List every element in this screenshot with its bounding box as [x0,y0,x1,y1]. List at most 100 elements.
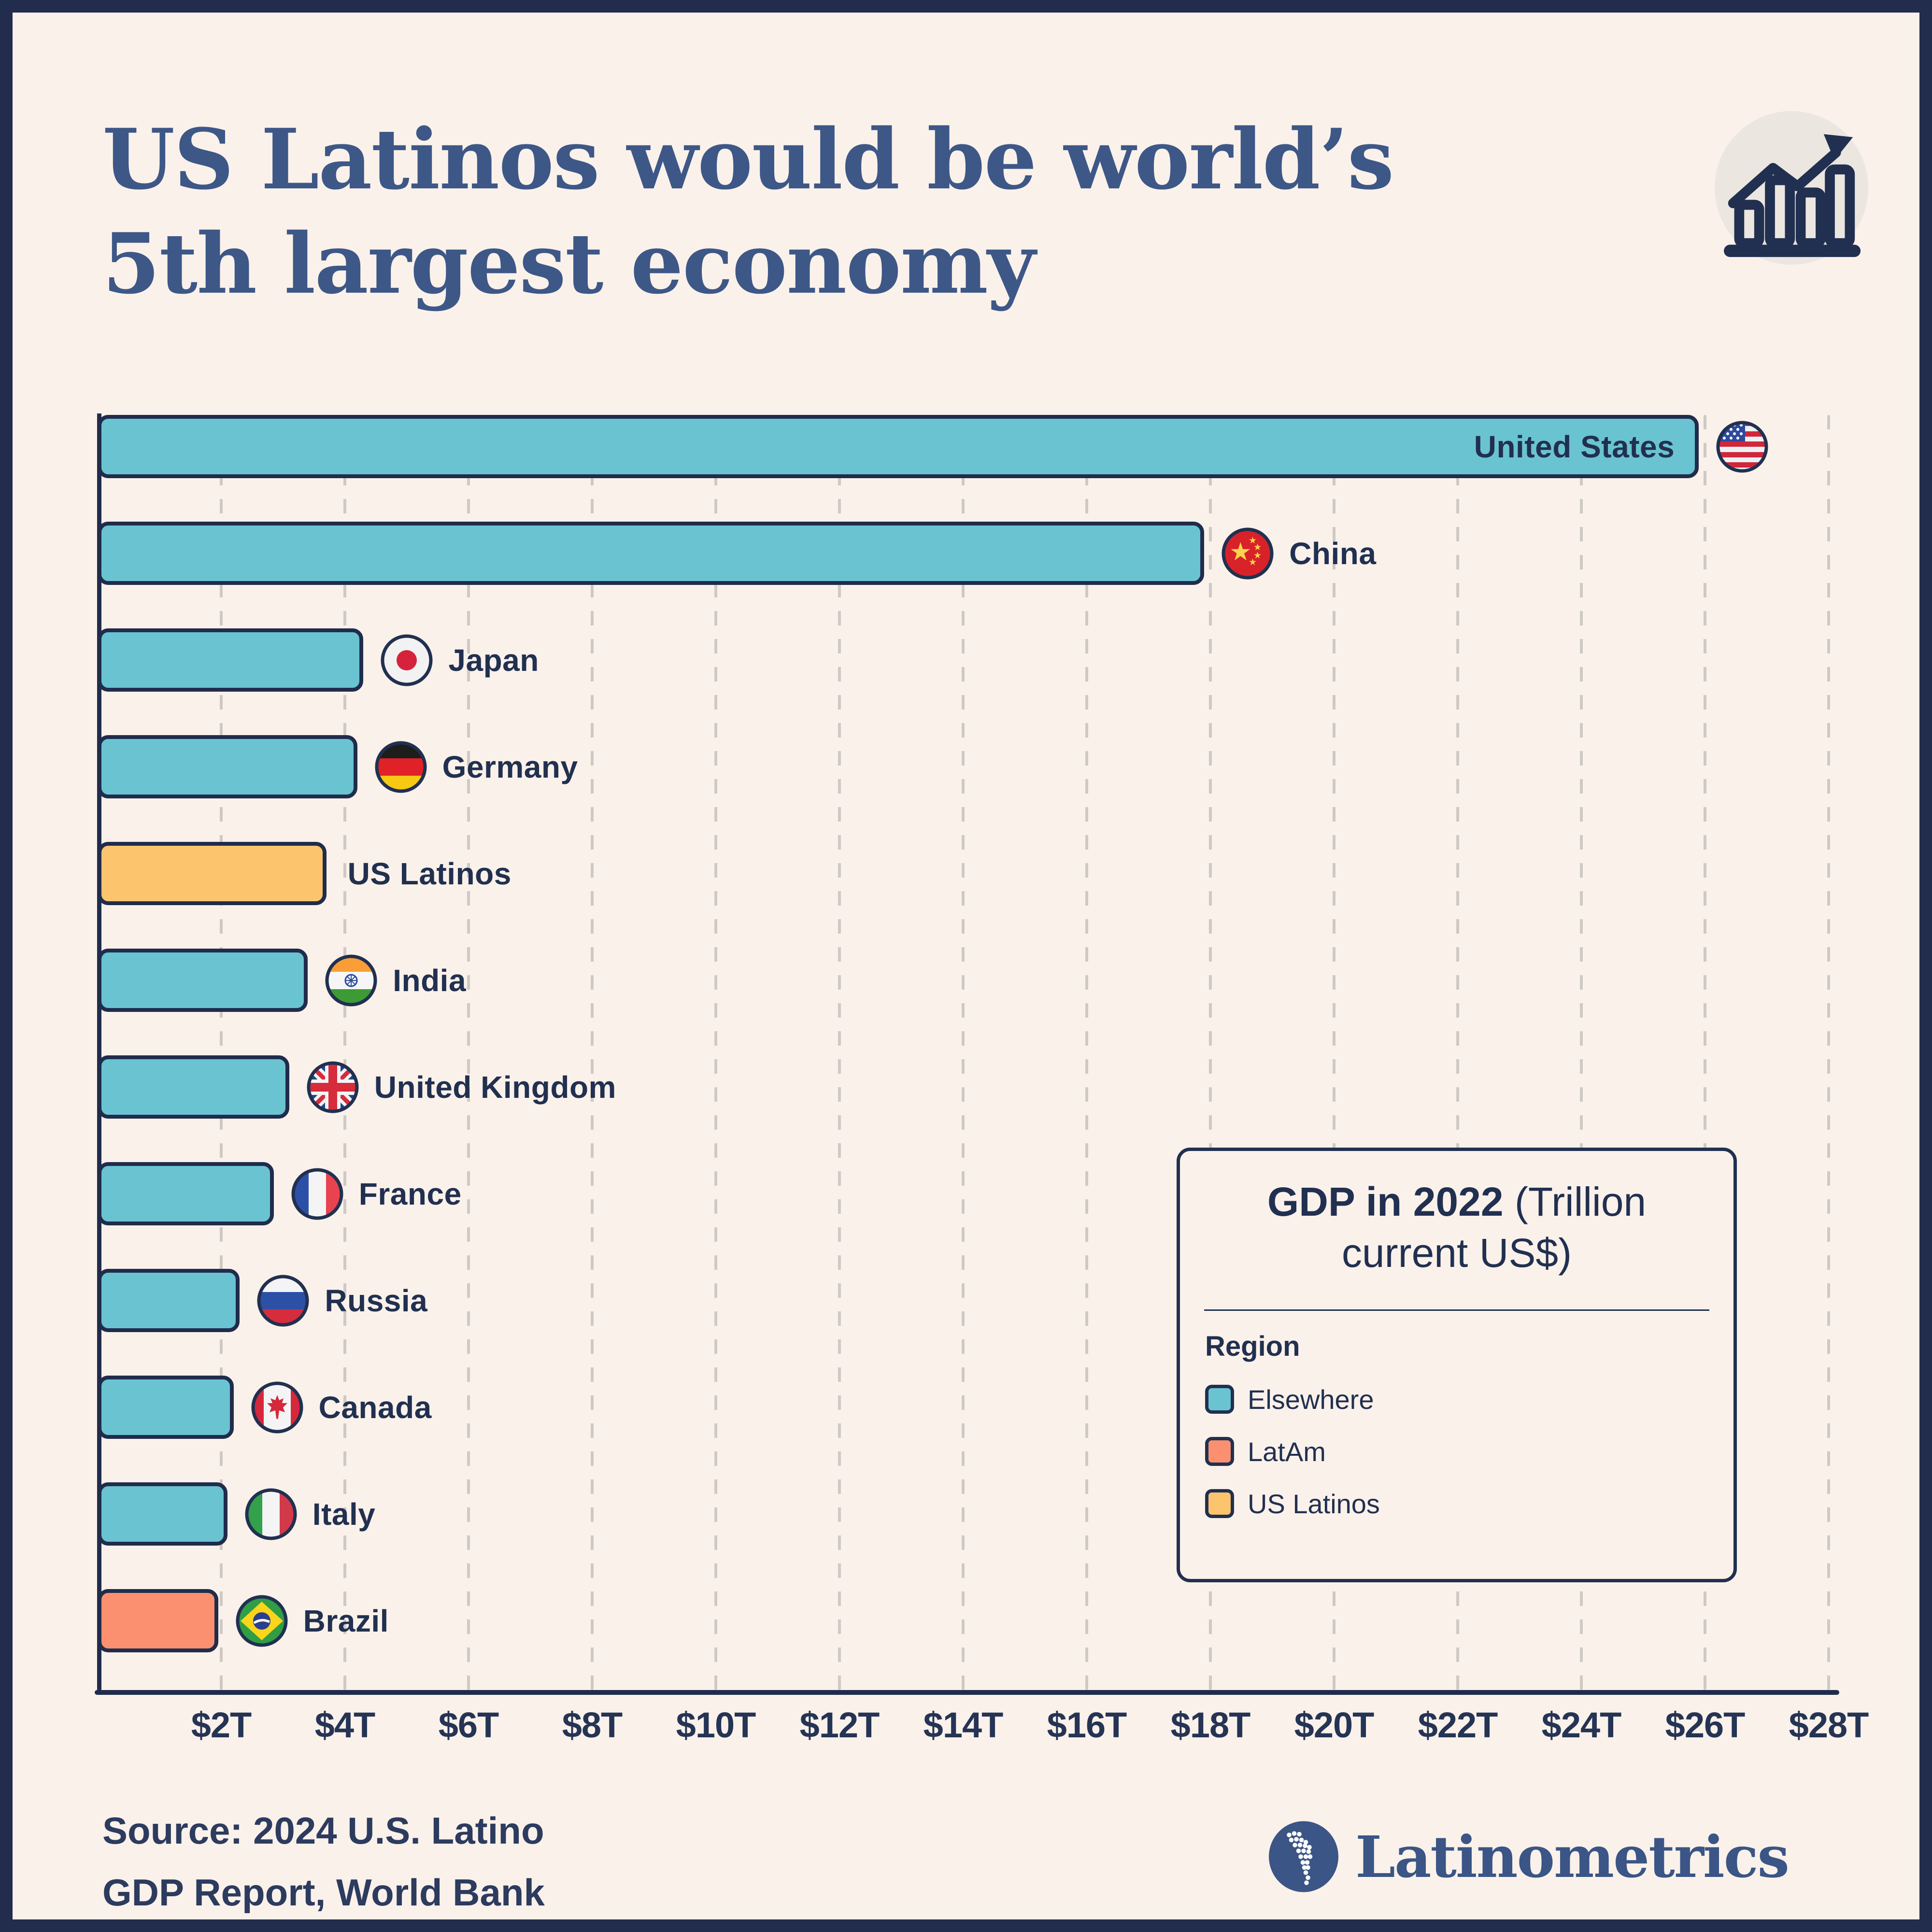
latinometrics-logo: Latinometrics [1267,1820,1790,1893]
country-label-canada: Canada [318,1390,432,1425]
latam-swatch [1205,1437,1234,1466]
bar-row-united-states: United States [98,415,1829,478]
gridline-$22T [1456,415,1459,1690]
legend-title-rest: (Trillion current US$) [1341,1179,1647,1276]
bar-row-canada: Canada [98,1376,1829,1439]
gdp-bar-russia [98,1269,240,1332]
bar-row-france: France [98,1162,1829,1225]
country-label-china: China [1289,536,1377,571]
y-axis-line [97,413,101,1695]
legend-item-label: Elsewhere [1248,1384,1374,1415]
title-line-2: 5th largest economy [102,214,1036,313]
trend-chart-glyph [1724,134,1861,257]
bar-row-germany: Germany [98,735,1829,798]
x-axis-tick-label: $26T [1665,1705,1746,1745]
svg-text:★: ★ [1229,538,1252,567]
x-axis-tick-label: $24T [1541,1705,1622,1745]
russia-flag-icon [257,1275,309,1327]
gridline-$24T [1580,415,1583,1690]
gridline-$16T [1085,415,1088,1690]
brazil-flag-icon [236,1595,288,1647]
gdp-bar-india [98,949,308,1012]
china-flag-icon: ★ ★ ★ ★ ★ [1222,527,1274,580]
gridline-$8T [591,415,594,1690]
x-axis-tick-label: $28T [1789,1705,1869,1745]
x-axis-tick-label: $6T [438,1705,499,1745]
legend-title: GDP in 2022 (Trillion current US$) [1204,1176,1709,1279]
x-axis-line [95,1690,1839,1695]
legend-item-us-latinos: US Latinos [1205,1488,1709,1519]
elsewhere-swatch [1205,1385,1234,1414]
germany-flag-icon [375,741,427,793]
gdp-bar-germany [98,735,357,798]
gridline-$12T [838,415,841,1690]
bar-row-brazil: Brazil [98,1589,1829,1652]
legend: GDP in 2022 (Trillion current US$) Regio… [1177,1148,1737,1582]
gridline-$4T [343,415,346,1690]
gdp-bar-united-kingdom [98,1055,289,1119]
country-label-germany: Germany [442,749,578,784]
gdp-bar-us-latinos [98,842,327,905]
bar-row-italy: Italy [98,1482,1829,1546]
x-axis-tick-label: $4T [314,1705,376,1745]
legend-item-latam: LatAm [1205,1436,1709,1467]
x-axis-tick-labels: $2T $4T $6T $8T $10T $12T $14T $16T $18T $20T $22T… [98,1705,1869,1748]
legend-item-label: LatAm [1248,1436,1326,1467]
country-label-italy: Italy [312,1496,376,1532]
legend-item-label: US Latinos [1248,1488,1380,1519]
bar-row-china: ★ ★ ★ ★ ★ China [98,522,1829,585]
country-label-japan: Japan [448,642,539,678]
japan-flag-icon [381,634,433,686]
gridline-$26T [1704,415,1706,1690]
gridline-$10T [714,415,717,1690]
plot-area: United States ★ ★ ★ ★ ★ China Japan Germany… [98,415,1830,1690]
gdp-bar-brazil [98,1589,218,1652]
x-axis-tick-label: $22T [1418,1705,1498,1745]
gdp-bar-china [98,522,1205,585]
legend-region-label: Region [1205,1331,1300,1362]
united-kingdom-flag-icon [307,1061,359,1113]
country-label-brazil: Brazil [303,1603,389,1638]
svg-text:★: ★ [1249,535,1257,546]
gdp-bar-france [98,1162,274,1225]
us-latinos-swatch [1205,1489,1234,1518]
source-line-2: GDP Report, World Bank [102,1871,545,1914]
x-axis-tick-label: $10T [676,1705,756,1745]
title-line-1: US Latinos would be world’s [102,110,1394,208]
x-axis-tick-label: $2T [191,1705,252,1745]
x-axis-tick-label: $8T [562,1705,623,1745]
x-axis-tick-label: $16T [1047,1705,1127,1745]
page-title: US Latinos would be world’s 5th largest … [102,107,1394,316]
bar-row-united-kingdom: United Kingdom [98,1055,1829,1119]
france-flag-icon [291,1168,343,1220]
x-axis-tick-label: $12T [799,1705,880,1745]
latinometrics-mark-icon [1269,1821,1338,1892]
italy-flag-icon [245,1488,297,1540]
gdp-bar-italy [98,1482,227,1546]
logo-wordmark: Latinometrics [1355,1823,1790,1890]
country-label-france: France [358,1176,462,1211]
legend-title-bold: GDP in 2022 [1267,1179,1504,1224]
source-note: Source: 2024 U.S. Latino GDP Report, Wor… [102,1800,545,1919]
gridline-$14T [962,415,965,1690]
gridline-$2T [220,415,223,1690]
bar-row-us-latinos: US Latinos [98,842,1829,905]
country-label-russia: Russia [325,1283,428,1318]
gdp-bar-united-states: United States [98,415,1699,478]
bar-chart-trend-icon [1715,111,1868,265]
svg-text:★: ★ [1253,550,1262,561]
gridline-$20T [1333,415,1335,1690]
source-line-1: Source: 2024 U.S. Latino [102,1809,544,1852]
country-label-us-latinos: US Latinos [347,856,511,891]
country-label-united-kingdom: United Kingdom [374,1069,616,1105]
x-axis-tick-label: $18T [1170,1705,1251,1745]
gdp-bar-canada [98,1376,234,1439]
bar-row-india: India [98,949,1829,1012]
bar-row-japan: Japan [98,628,1829,692]
x-axis-tick-label: $14T [923,1705,1004,1745]
x-axis-tick-label: $20T [1294,1705,1375,1745]
country-label-united-states: United States [1474,429,1675,464]
canada-flag-icon [251,1381,303,1434]
country-label-india: India [393,963,467,998]
